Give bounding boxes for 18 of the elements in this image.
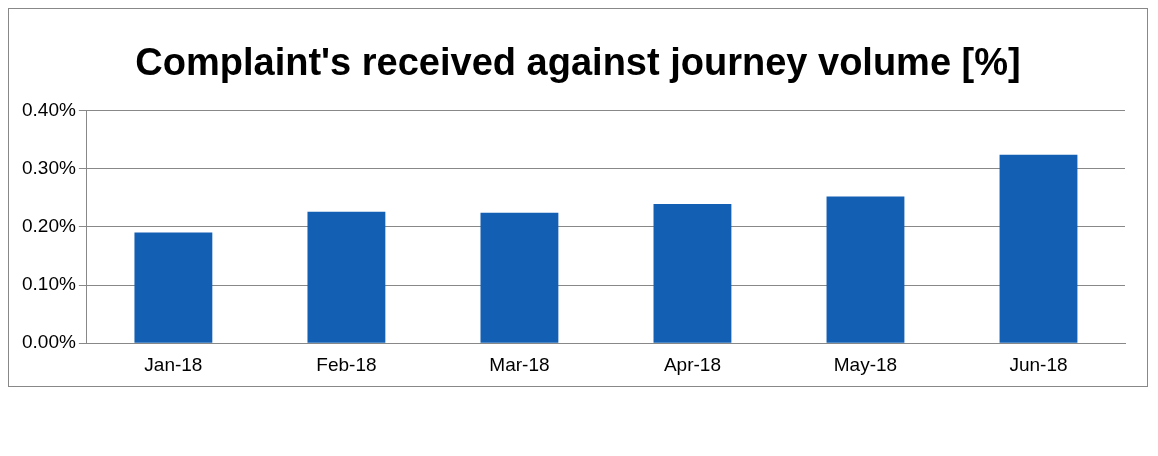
y-tick-label: 0.00%: [22, 331, 76, 353]
bar: [826, 196, 905, 343]
bar: [999, 154, 1078, 343]
y-tick-label: 0.10%: [22, 273, 76, 295]
bar: [653, 204, 732, 343]
x-tick-label: Jan-18: [144, 354, 203, 376]
y-tick-label: 0.30%: [22, 157, 76, 179]
x-tick-label: Feb-18: [316, 354, 377, 376]
x-tick-label: Jun-18: [1009, 354, 1068, 376]
bar: [480, 213, 559, 343]
x-tick-label: Apr-18: [663, 354, 721, 376]
bar: [307, 211, 386, 343]
y-tick-label: 0.20%: [22, 215, 76, 237]
chart-title: Complaint's received against journey volume [%]: [134, 40, 1022, 85]
x-tick-label: Mar-18: [489, 354, 550, 376]
x-tick-label: May-18: [833, 354, 898, 376]
bar: [134, 232, 213, 343]
y-tick-label: 0.40%: [22, 98, 76, 120]
